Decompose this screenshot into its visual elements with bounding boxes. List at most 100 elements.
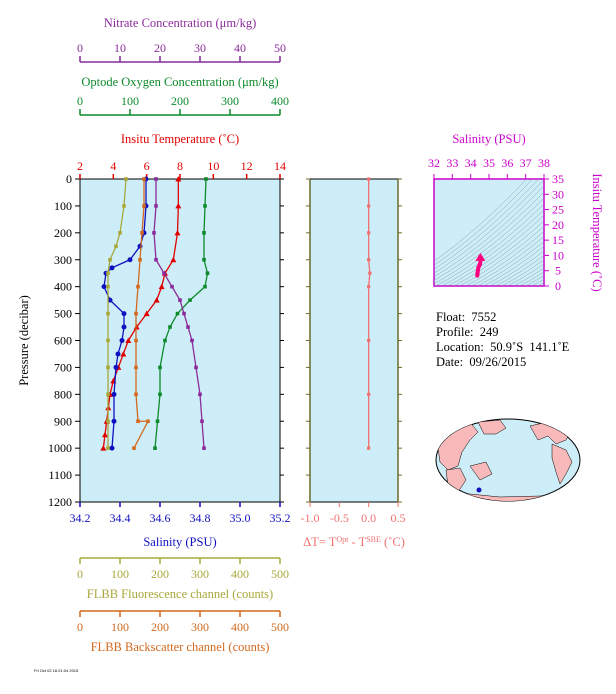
ts-ytick-label: 30 [552,187,564,201]
nitrate-point [198,392,202,397]
pressure-tick-label: 0 [66,172,72,186]
fluorescence-point [106,311,110,316]
oxygen-point [203,284,207,289]
ts-point [476,265,481,270]
density-contour [459,225,544,286]
salinity-tick-label: 34.2 [70,511,91,525]
delta-t-point [367,177,371,181]
density-contour [489,250,544,286]
temperature-tick-label: 10 [207,159,219,173]
nitrate-line [153,179,205,449]
density-contour [507,263,544,286]
delta-t-point [367,258,371,262]
ts-xtick-label: 38 [538,156,550,170]
delta-t-point [367,446,371,450]
fluorescence-point [122,204,126,208]
density-contour [483,245,544,286]
backscatter-tick-label: 200 [151,620,169,634]
density-contour [531,279,544,286]
density-contour [477,241,544,286]
profile-number: 249 [479,325,499,339]
backscatter-tick-label: 0 [77,620,83,634]
density-contour [434,179,544,274]
density-contours [434,179,544,286]
temperature-point [120,350,127,357]
nitrate-tick-label: 50 [274,41,286,55]
float-label: Float: [436,310,466,324]
nitrate-axis-label: Nitrate Concentration (μm/kg) [104,16,257,30]
delta-t-plot-area [309,178,399,503]
float-location-marker [476,487,482,493]
date-label: Date: [436,355,464,369]
backscatter-point [142,177,146,181]
nitrate-tick-label: 10 [114,41,126,55]
temperature-tick-label: 8 [177,159,183,173]
density-contour [495,255,544,286]
temperature-point [125,337,132,343]
salinity-point [111,391,117,397]
density-contour [501,259,544,286]
fluorescence-axis-label: FLBB Fluorescence channel (counts) [87,587,273,601]
ts-xtick-label: 33 [446,156,458,170]
nitrate-point [202,446,206,450]
oxygen-point [202,231,206,235]
ts-xaxis-label: Salinity (PSU) [452,132,525,146]
pressure-tick-label: 200 [54,226,72,240]
fluorescence-tick-label: 400 [231,567,249,581]
salinity-tick-label: 35.2 [270,511,291,525]
salinity-point [121,324,127,330]
salinity-tick-label: 34.6 [150,511,171,525]
fluorescence-point [106,284,110,289]
oxygen-point [163,338,167,343]
oxygen-point [205,271,210,276]
density-contour [435,203,544,286]
temperature-tick-label: 2 [77,159,83,173]
salinity-point [109,445,115,451]
delta-t-tick-label: 0.0 [361,511,376,525]
pressure-tick-label: 700 [54,360,72,374]
ts-yaxis-label: Insitu Temperature (˚C) [590,173,604,291]
nitrate-point [154,204,158,208]
temperature-point [153,297,160,303]
oxygen-tick-label: 200 [171,94,189,108]
pressure-tick-label: 100 [54,199,72,213]
backscatter-point [134,365,138,370]
ts-ytick-label: 0 [555,279,561,293]
backscatter-point [134,311,138,316]
ts-xtick-label: 37 [520,156,532,170]
temperature-axis-label: Insitu Temperature (˚C) [121,132,239,146]
backscatter-point [138,257,142,262]
temperature-point [143,310,150,317]
nitrate-point [182,311,186,316]
oxygen-point [158,392,162,397]
oxygen-point [158,365,162,370]
ts-point [475,273,480,278]
oxygen-tick-label: 0 [77,94,83,108]
fluorescence-point [108,257,112,262]
land [551,443,573,485]
density-contour [519,271,544,286]
pressure-tick-label: 600 [54,334,72,348]
nitrate-point [154,257,158,262]
delta-t-label-part: - T [348,535,366,549]
temperature-point [170,256,177,263]
float-id: 7552 [471,310,497,324]
ts-ytick-label: 10 [552,248,564,262]
pressure-tick-label: 400 [54,280,72,294]
fluorescence-point [106,419,110,424]
density-contour [471,236,544,286]
profile-label: Profile: [436,325,474,339]
float-info: Float: 7552 Profile: 249 Location: 50.9˚… [436,310,569,370]
salinity-axis-label: Salinity (PSU) [143,535,216,549]
fluorescence-point [124,177,128,181]
density-contour [434,191,544,281]
delta-t-tick-label: -0.5 [330,511,349,525]
oxygen-point [155,419,160,424]
pressure-tick-label: 900 [54,414,72,428]
density-contour [434,185,544,278]
location-label: Location: [436,340,484,354]
oxygen-point [202,257,206,262]
oxygen-point [153,446,157,450]
pressure-tick-label: 500 [54,307,72,321]
